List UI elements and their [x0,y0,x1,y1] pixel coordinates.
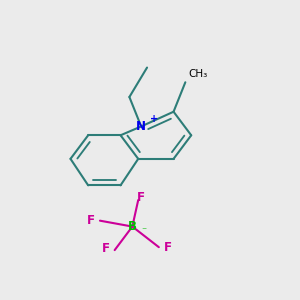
Text: N: N [136,120,146,133]
Text: +: + [150,114,158,124]
Text: F: F [164,241,172,254]
Text: B: B [128,220,137,233]
Text: F: F [137,191,145,204]
Text: ⁻: ⁻ [142,226,147,236]
Text: CH₃: CH₃ [188,69,208,79]
Text: F: F [87,214,95,227]
Text: F: F [102,242,110,255]
